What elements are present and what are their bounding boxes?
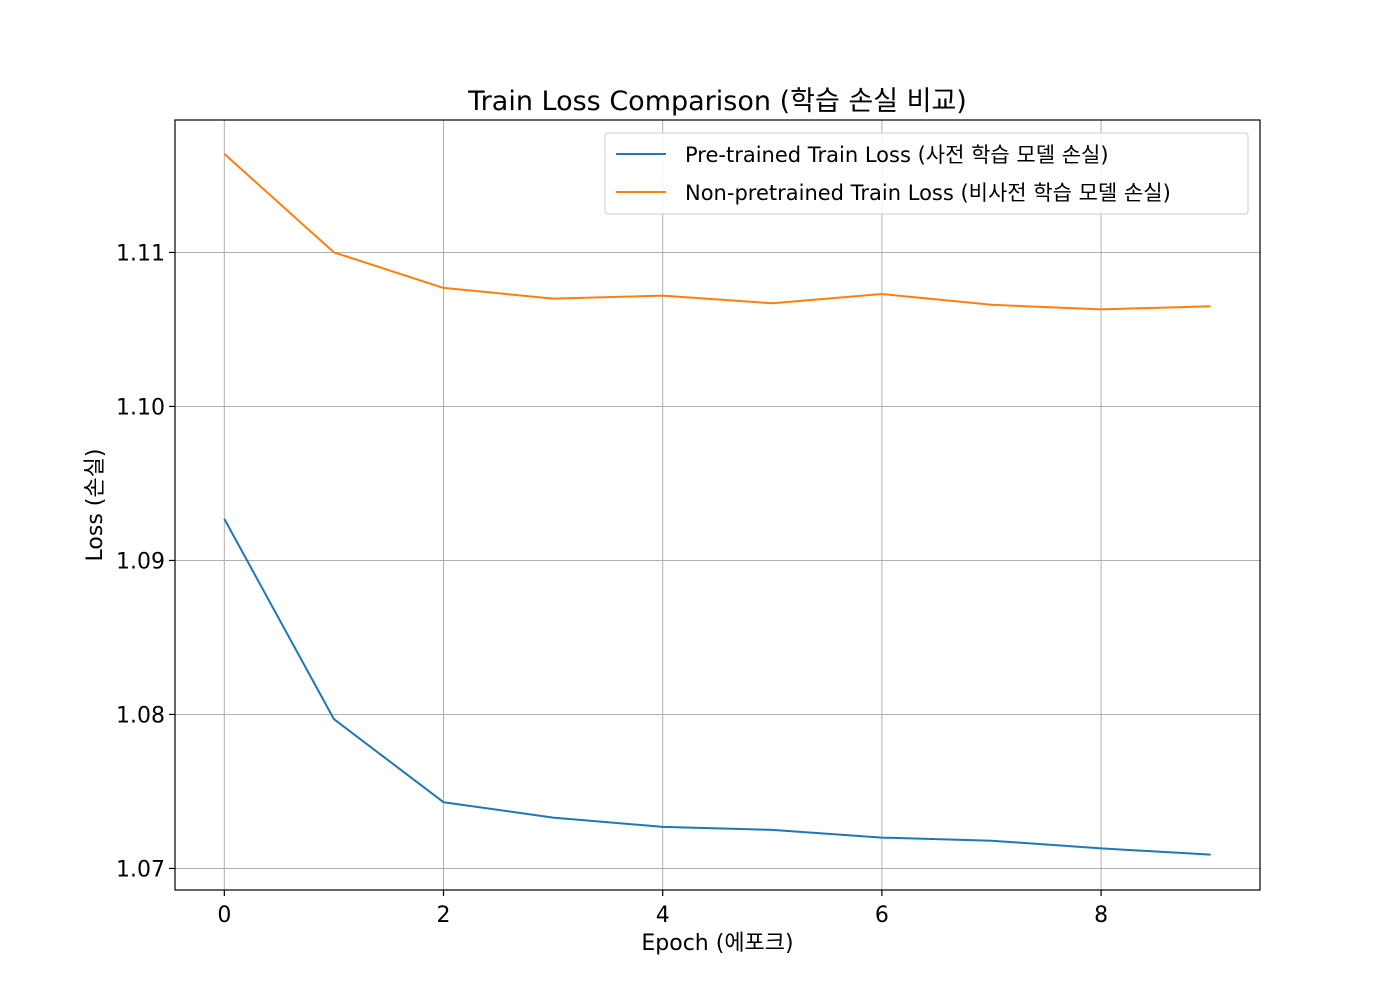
legend-box [604, 132, 1249, 215]
series-lines [223, 153, 1211, 856]
plot-frame [174, 119, 1261, 891]
y-tick-label: 1.08 [116, 703, 165, 728]
legend: Pre-trained Train Loss (사전 학습 모델 손실) Non… [604, 132, 1249, 215]
legend-label-non-pretrained: Non-pretrained Train Loss (비사전 학습 모델 손실) [685, 181, 1171, 205]
x-tick-label: 4 [656, 903, 670, 928]
x-tick-label: 0 [217, 903, 231, 928]
axis-ticks: 0 2 4 6 8 1.07 1.08 1.09 1.10 1.11 [116, 241, 1108, 928]
series-line-pretrained [223, 518, 1211, 856]
y-tick-label: 1.07 [116, 857, 165, 882]
series-line-non-pretrained [223, 153, 1211, 311]
y-tick-label: 1.11 [116, 241, 165, 266]
chart-title: Train Loss Comparison (학습 손실 비교) [467, 86, 967, 117]
x-tick-label: 8 [1094, 903, 1108, 928]
x-tick-label: 2 [437, 903, 451, 928]
y-axis-label: Loss (손실) [83, 449, 108, 562]
legend-label-pretrained: Pre-trained Train Loss (사전 학습 모델 손실) [685, 143, 1109, 167]
y-tick-label: 1.10 [116, 395, 165, 420]
x-axis-label: Epoch (에포크) [641, 931, 793, 956]
x-tick-label: 6 [875, 903, 889, 928]
grid-lines [175, 120, 1260, 890]
y-tick-label: 1.09 [116, 549, 165, 574]
